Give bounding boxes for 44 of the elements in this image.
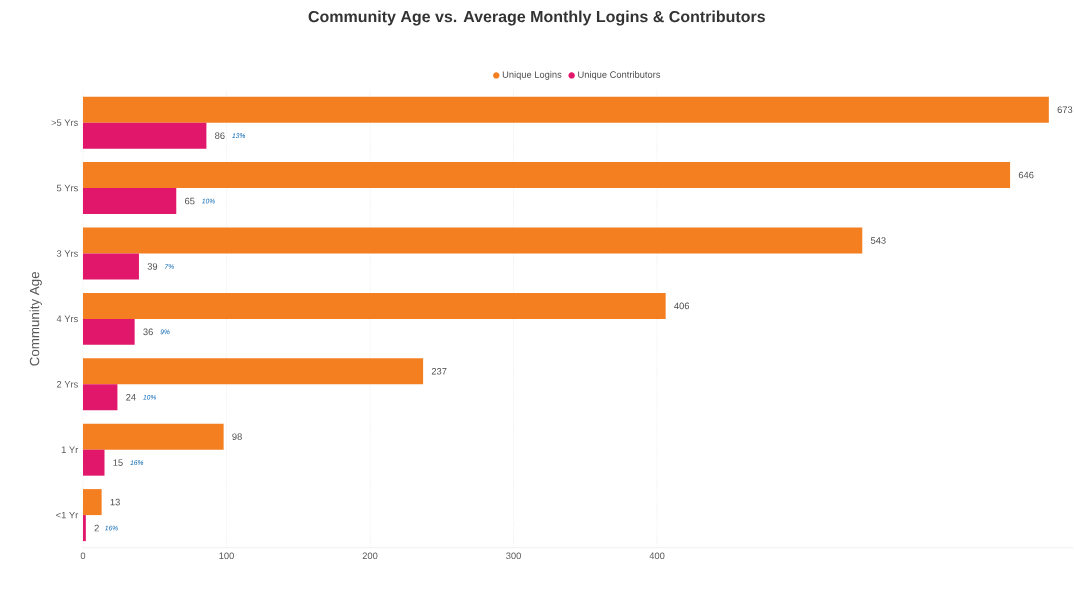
data-label: 24 (126, 394, 136, 401)
data-label: 36 (143, 328, 153, 336)
bar (82, 423, 224, 450)
x-tick-label: 200 (362, 552, 378, 560)
data-label: 98 (232, 433, 242, 441)
bar (82, 318, 135, 345)
bar (82, 489, 102, 516)
data-label: 2 (94, 524, 99, 532)
y-axis-title: Community Age (29, 272, 42, 366)
data-label: 13 (110, 498, 120, 506)
chart-title: Community Age vs. Average Monthly Logins & Contributors (308, 10, 765, 26)
data-label: 39 (147, 263, 158, 270)
bar (82, 227, 863, 254)
data-label: 543 (870, 237, 886, 244)
x-tick-label: 0 (80, 552, 86, 560)
y-tick-label: <1 Yr (56, 511, 79, 519)
y-tick-label: 2 Yrs (56, 381, 78, 388)
bar (82, 515, 86, 542)
y-tick-label: 1 Yr (61, 446, 79, 453)
bar (82, 358, 424, 385)
data-label: 673 (1057, 106, 1073, 114)
x-tick-label: 100 (219, 552, 234, 560)
data-label: 646 (1018, 171, 1034, 179)
bar (82, 162, 1011, 189)
bar (82, 122, 207, 149)
legend-label: Unique Contributors (578, 71, 661, 80)
bar (82, 96, 1049, 123)
data-label: 65 (185, 197, 195, 205)
bar (82, 293, 666, 319)
data-label: 237 (431, 368, 447, 375)
bar (82, 384, 118, 411)
x-tick-label: 400 (649, 552, 665, 560)
data-label: 406 (674, 302, 690, 310)
y-tick-label: 4 Yrs (56, 315, 78, 323)
bar (82, 449, 105, 476)
y-tick-label: 3 Yrs (56, 250, 78, 257)
y-tick-label: 5 Yrs (56, 184, 78, 192)
y-tick-label: >5 Yrs (51, 119, 78, 127)
data-label: 86 (215, 132, 225, 140)
bar (82, 188, 177, 215)
x-tick-label: 300 (506, 552, 521, 560)
bar (82, 253, 139, 280)
legend-label: Unique Logins (502, 71, 562, 80)
data-label: 15 (113, 459, 123, 467)
